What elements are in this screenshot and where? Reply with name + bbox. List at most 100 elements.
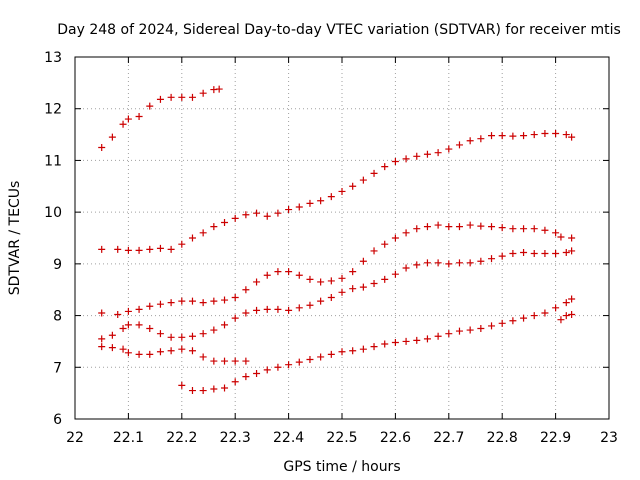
data-point [221, 384, 229, 392]
data-point [477, 257, 485, 265]
data-point [253, 278, 261, 286]
y-axis-title: SDTVAR / TECUs [7, 181, 23, 296]
data-point [557, 316, 565, 324]
data-point [370, 280, 378, 288]
data-point [156, 330, 164, 338]
data-point [568, 133, 576, 141]
data-point [135, 350, 143, 358]
data-point [413, 336, 421, 344]
data-point [466, 326, 474, 334]
data-point [188, 297, 196, 305]
data-point [98, 343, 106, 351]
data-point [188, 347, 196, 355]
data-point [402, 229, 410, 237]
data-point [381, 240, 389, 248]
data-point [530, 312, 538, 320]
y-axis: 6 7 8 9 10 11 12 13 [44, 50, 609, 428]
data-point [167, 347, 175, 355]
data-point [520, 248, 528, 256]
data-point [391, 234, 399, 242]
data-point [98, 335, 106, 343]
data-point [423, 335, 431, 343]
data-point [156, 95, 164, 103]
data-point [445, 145, 453, 153]
data-point [156, 300, 164, 308]
data-point [306, 199, 314, 207]
data-point [108, 344, 116, 352]
data-point [552, 304, 560, 312]
data-point [178, 333, 186, 341]
data-point [568, 295, 576, 303]
data-point [445, 260, 453, 268]
data-point [210, 223, 218, 231]
data-point [167, 93, 175, 101]
x-tick-label: 22.8 [487, 430, 518, 446]
data-point [381, 163, 389, 171]
data-point [263, 366, 271, 374]
data-point [349, 182, 357, 190]
data-point [285, 306, 293, 314]
data-point [530, 225, 538, 233]
data-point [327, 277, 335, 285]
data-point [124, 115, 132, 123]
data-point [242, 211, 250, 219]
data-point [306, 356, 314, 364]
data-point [381, 275, 389, 283]
data-point [509, 250, 517, 258]
data-point [124, 321, 132, 329]
data-point [178, 345, 186, 353]
data-point [188, 93, 196, 101]
data-point [124, 349, 132, 357]
data-point [231, 214, 239, 222]
data-point [562, 131, 570, 139]
data-point [477, 222, 485, 230]
data-point [509, 317, 517, 325]
data-point [349, 268, 357, 276]
grid-lines [75, 57, 609, 419]
data-point [231, 357, 239, 365]
data-point [402, 264, 410, 272]
data-point [552, 229, 560, 237]
data-point [114, 245, 122, 253]
data-point [391, 270, 399, 278]
x-tick-label: 22.3 [220, 430, 251, 446]
data-point [338, 187, 346, 195]
data-point [306, 301, 314, 309]
data-point [295, 271, 303, 279]
data-point [274, 305, 282, 313]
data-point [520, 132, 528, 140]
data-point [253, 306, 261, 314]
data-point [263, 212, 271, 220]
data-point [98, 309, 106, 317]
data-point [135, 112, 143, 120]
data-point [455, 327, 463, 335]
data-point [108, 133, 116, 141]
data-point [242, 309, 250, 317]
data-point [402, 155, 410, 163]
data-point [285, 206, 293, 214]
x-tick-label: 22.2 [166, 430, 197, 446]
data-point [498, 132, 506, 140]
data-point [317, 297, 325, 305]
data-point [135, 305, 143, 313]
data-point [359, 176, 367, 184]
chart-title: Day 248 of 2024, Sidereal Day-to-day VTE… [57, 22, 621, 38]
data-point [455, 223, 463, 231]
data-point [488, 322, 496, 330]
series-arc-1 [98, 85, 223, 151]
data-point [199, 89, 207, 97]
data-point [520, 314, 528, 322]
data-point [156, 244, 164, 252]
data-point [568, 311, 576, 319]
data-point [349, 347, 357, 355]
data-point [359, 283, 367, 291]
data-point [541, 309, 549, 317]
data-point [221, 321, 229, 329]
data-point [146, 350, 154, 358]
data-point [167, 245, 175, 253]
data-point [466, 259, 474, 267]
data-point [455, 141, 463, 149]
data-point [167, 333, 175, 341]
data-point [274, 363, 282, 371]
